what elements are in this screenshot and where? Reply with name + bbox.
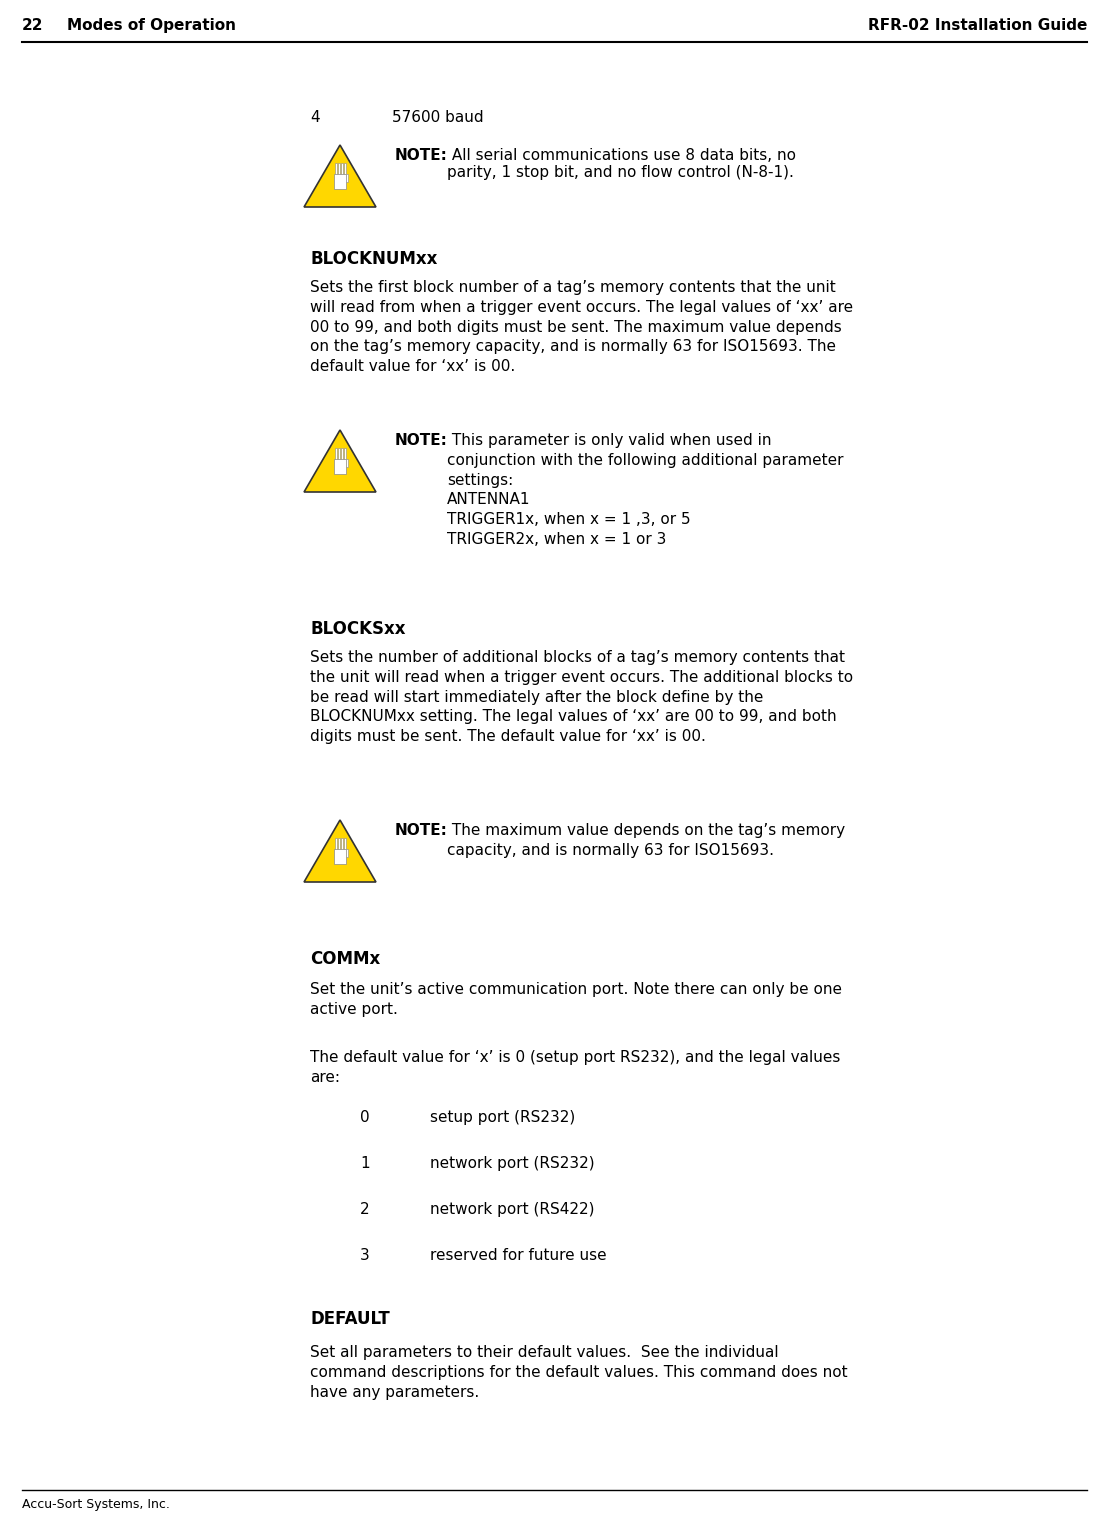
Text: reserved for future use: reserved for future use xyxy=(430,1248,607,1263)
Text: 57600 baud: 57600 baud xyxy=(391,110,484,126)
Polygon shape xyxy=(304,429,376,492)
Bar xyxy=(342,839,344,849)
Text: Modes of Operation: Modes of Operation xyxy=(67,18,236,34)
Bar xyxy=(344,164,346,175)
Text: 3: 3 xyxy=(360,1248,369,1263)
Text: Set all parameters to their default values.  See the individual
command descript: Set all parameters to their default valu… xyxy=(311,1344,847,1400)
Text: 0: 0 xyxy=(360,1110,369,1125)
Bar xyxy=(346,173,347,182)
Bar xyxy=(338,449,340,458)
Bar xyxy=(346,458,347,468)
Text: The maximum value depends on the tag’s memory
capacity, and is normally 63 for I: The maximum value depends on the tag’s m… xyxy=(447,823,845,858)
Bar xyxy=(344,449,346,458)
Bar xyxy=(335,164,337,175)
Text: NOTE:: NOTE: xyxy=(395,432,448,448)
Bar xyxy=(335,458,346,474)
Text: COMMx: COMMx xyxy=(311,950,380,967)
Text: 1: 1 xyxy=(360,1156,369,1171)
Bar xyxy=(344,839,346,849)
Bar xyxy=(335,173,346,189)
Text: All serial communications use 8 data bits, no
parity, 1 stop bit, and no flow co: All serial communications use 8 data bit… xyxy=(447,149,796,181)
Polygon shape xyxy=(304,820,376,881)
Bar xyxy=(338,839,340,849)
Text: This parameter is only valid when used in
conjunction with the following additio: This parameter is only valid when used i… xyxy=(447,432,844,547)
Text: NOTE:: NOTE: xyxy=(395,823,448,839)
Text: network port (RS422): network port (RS422) xyxy=(430,1202,594,1217)
Bar xyxy=(335,849,346,865)
Text: Sets the number of additional blocks of a tag’s memory contents that
the unit wi: Sets the number of additional blocks of … xyxy=(311,650,853,744)
Bar xyxy=(342,164,344,175)
Text: RFR-02 Installation Guide: RFR-02 Installation Guide xyxy=(867,18,1087,34)
Polygon shape xyxy=(304,146,376,207)
Bar xyxy=(338,164,340,175)
Text: Sets the first block number of a tag’s memory contents that the unit
will read f: Sets the first block number of a tag’s m… xyxy=(311,281,853,374)
Text: The default value for ‘x’ is 0 (setup port RS232), and the legal values
are:: The default value for ‘x’ is 0 (setup po… xyxy=(311,1050,841,1085)
Bar xyxy=(335,839,337,849)
Text: Set the unit’s active communication port. Note there can only be one
active port: Set the unit’s active communication port… xyxy=(311,983,842,1016)
Text: 2: 2 xyxy=(360,1202,369,1217)
Bar xyxy=(342,449,344,458)
Text: BLOCKNUMxx: BLOCKNUMxx xyxy=(311,250,437,268)
Text: network port (RS232): network port (RS232) xyxy=(430,1156,594,1171)
Bar xyxy=(346,849,347,857)
Text: setup port (RS232): setup port (RS232) xyxy=(430,1110,576,1125)
Text: 22: 22 xyxy=(22,18,43,34)
Text: 4: 4 xyxy=(311,110,319,126)
Text: NOTE:: NOTE: xyxy=(395,149,448,162)
Text: BLOCKSxx: BLOCKSxx xyxy=(311,619,406,638)
Text: DEFAULT: DEFAULT xyxy=(311,1311,389,1328)
Text: Accu-Sort Systems, Inc.: Accu-Sort Systems, Inc. xyxy=(22,1498,170,1512)
Bar xyxy=(335,449,337,458)
